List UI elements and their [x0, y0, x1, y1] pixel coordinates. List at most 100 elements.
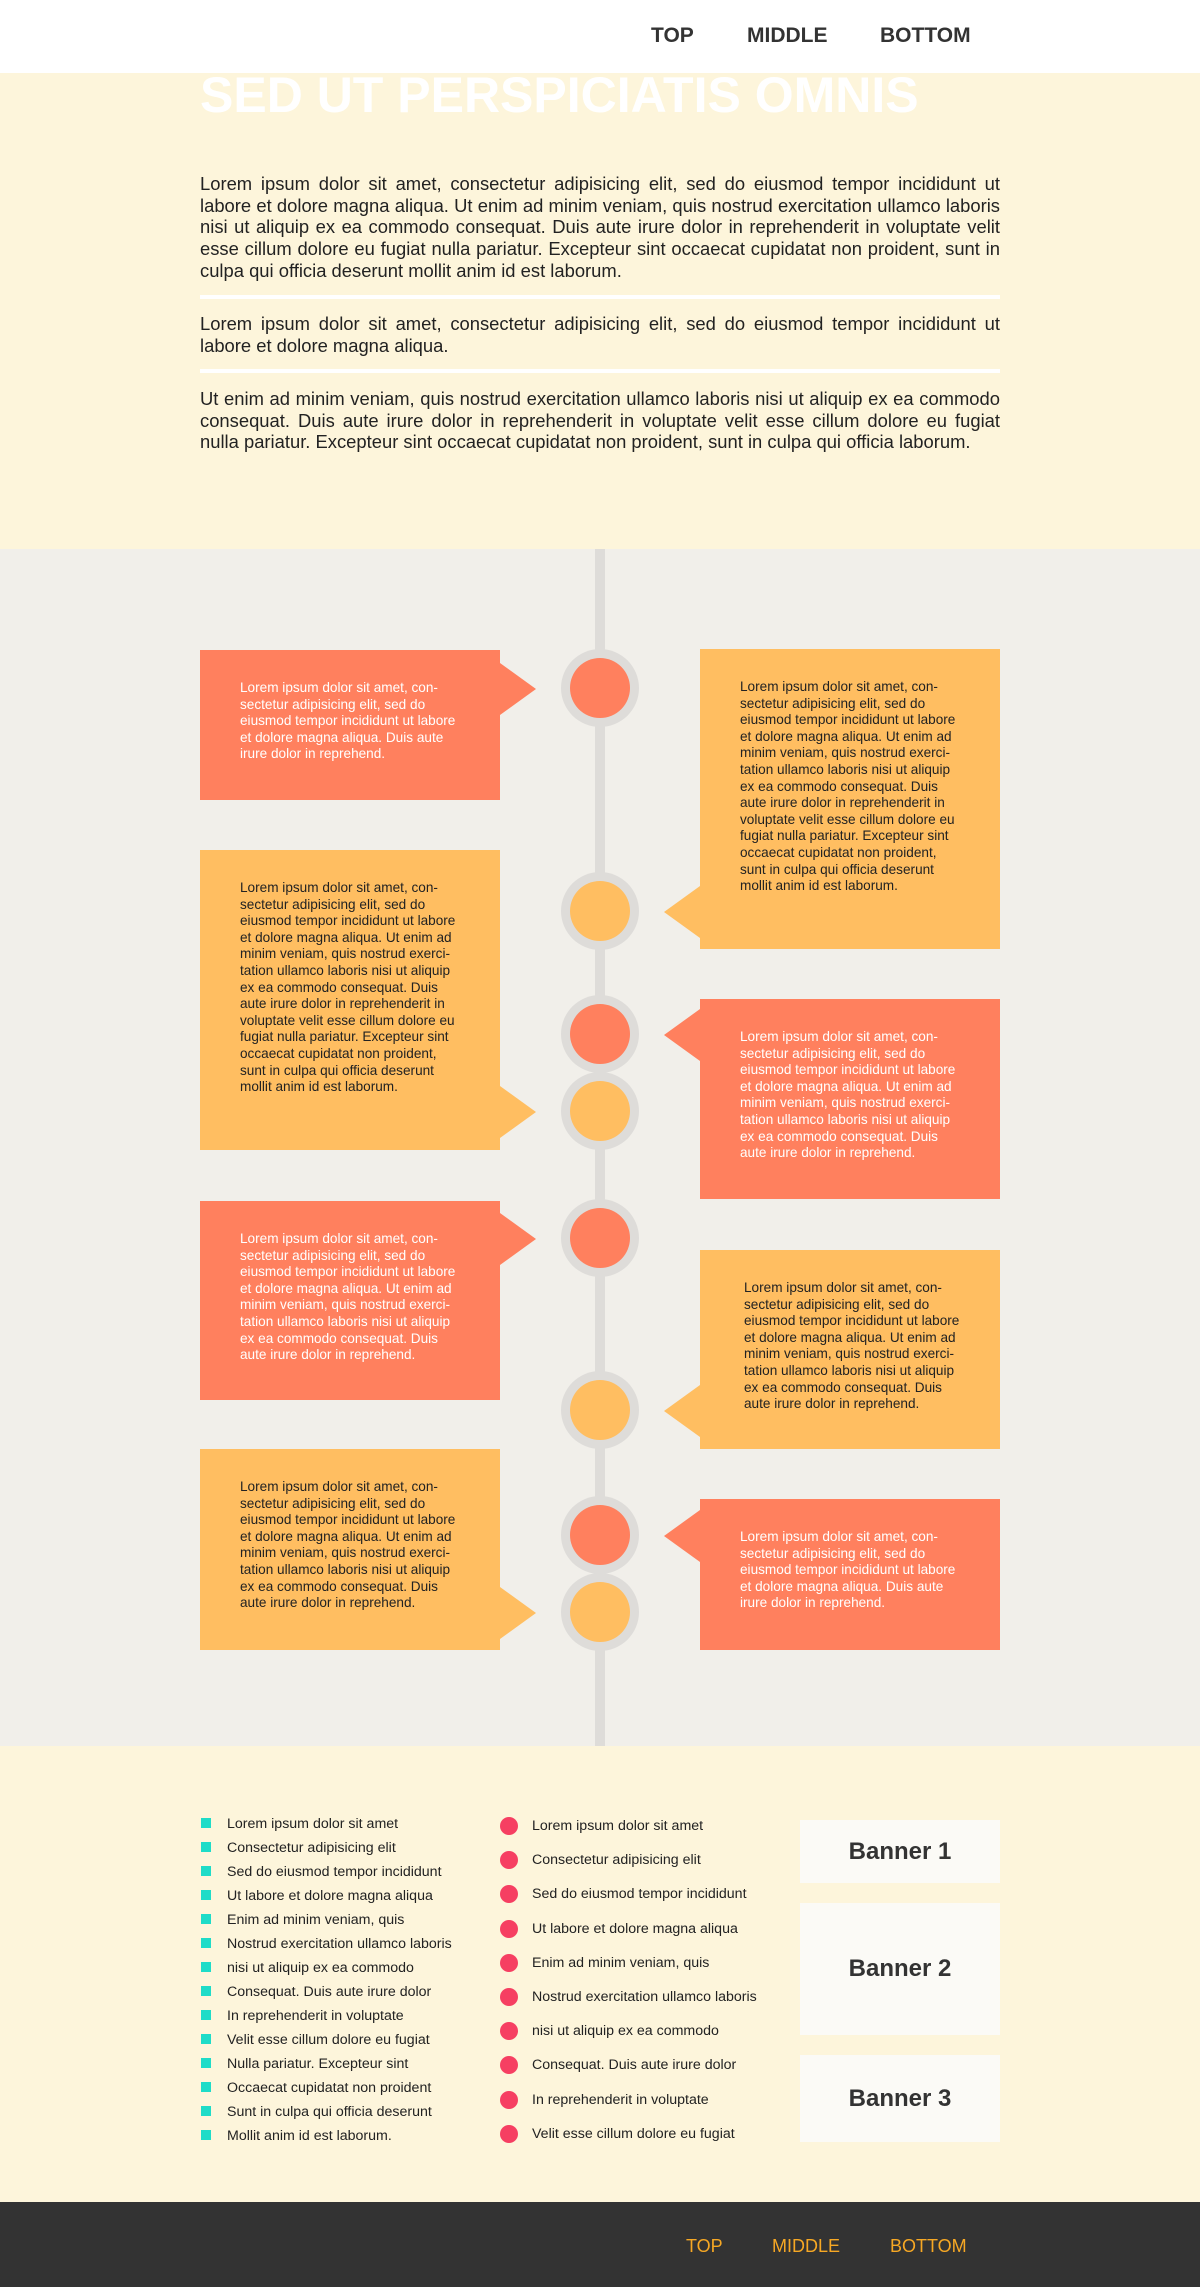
list-item: Ut labore et dolore magna aliqua	[500, 1919, 757, 1953]
timeline-card-pointer	[664, 1385, 700, 1437]
list-item-text: In reprehenderit in voluptate	[532, 2091, 709, 2108]
list-item: Consectetur adipisicing elit	[500, 1850, 757, 1884]
timeline-card-text: Lorem ipsum dolor sit amet, con-sectetur…	[740, 1529, 956, 1611]
list-item: In reprehenderit in voluptate	[500, 2090, 757, 2124]
list-item-text: Lorem ipsum dolor sit amet	[227, 1816, 399, 1832]
timeline-card-pointer	[500, 1213, 536, 1265]
list-item-text: nisi ut aliquip ex ea commodo	[532, 2023, 719, 2040]
circle-bullet-icon	[500, 1851, 518, 1870]
square-bullet-list: Lorem ipsum dolor sit amet Consectetur a…	[200, 1816, 452, 2152]
timeline-card-text: Lorem ipsum dolor sit amet, con-sectetur…	[240, 1231, 456, 1363]
nav-link-middle[interactable]: MIDDLE	[747, 24, 828, 47]
timeline-card-1: Lorem ipsum dolor sit amet, con-sectetur…	[200, 650, 500, 800]
timeline-node	[561, 649, 639, 727]
list-item: Sed do eiusmod tempor incididunt	[500, 1884, 757, 1918]
list-item-text: Nostrud exercitation ullamco laboris	[532, 1988, 757, 2005]
footer-link-bottom[interactable]: BOTTOM	[890, 2236, 967, 2256]
list-item-text: Velit esse cillum dolore eu fugiat	[532, 2125, 735, 2142]
hero-paragraph-2: Lorem ipsum dolor sit amet, consectetur …	[200, 313, 1000, 356]
banner-1[interactable]: Banner 1	[800, 1820, 1000, 1883]
circle-bullet-icon	[500, 1885, 518, 1904]
list-item-text: Nulla pariatur. Excepteur sint	[227, 2056, 409, 2072]
list-item: Occaecat cupidatat non proident	[200, 2080, 452, 2104]
list-item: Enim ad minim veniam, quis	[500, 1953, 757, 1987]
square-bullet-icon	[201, 2082, 211, 2092]
hero-title: SED UT PERSPICIATIS OMNIS	[200, 67, 919, 123]
timeline-node	[561, 1199, 639, 1277]
square-bullet-icon	[201, 2130, 211, 2140]
list-item: nisi ut aliquip ex ea commodo	[500, 2021, 757, 2055]
circle-bullet-icon	[500, 1817, 518, 1835]
timeline-node	[561, 995, 639, 1073]
list-item-text: Ut labore et dolore magna aliqua	[532, 1920, 738, 1937]
nav-link-top[interactable]: TOP	[651, 24, 694, 47]
circle-bullet-list: Lorem ipsum dolor sit amet Consectetur a…	[500, 1816, 757, 2158]
list-item: Consectetur adipisicing elit	[200, 1840, 452, 1864]
timeline-card-pointer	[500, 1086, 536, 1138]
list-item: In reprehenderit in voluptate	[200, 2008, 452, 2032]
square-bullet-icon	[201, 2106, 211, 2116]
list-item: nisi ut aliquip ex ea commodo	[200, 1960, 452, 1984]
top-navigation: TOP MIDDLE BOTTOM	[0, 0, 1200, 73]
timeline-card-text: Lorem ipsum dolor sit amet, con-sectetur…	[744, 1280, 960, 1412]
timeline-card-5: Lorem ipsum dolor sit amet, con-sectetur…	[200, 1201, 500, 1400]
list-item-text: Enim ad minim veniam, quis	[227, 1912, 405, 1928]
list-item-text: Lorem ipsum dolor sit amet	[532, 1818, 704, 1834]
list-item: Nostrud exercitation ullamco laboris	[500, 1987, 757, 2021]
list-item: Nostrud exercitation ullamco laboris	[200, 1936, 452, 1960]
list-item-text: Consequat. Duis aute irure dolor	[227, 1984, 432, 2000]
square-bullet-icon	[201, 2058, 211, 2068]
list-item-text: Enim ad minim veniam, quis	[532, 1954, 710, 1971]
hero-paragraph-1: Lorem ipsum dolor sit amet, consectetur …	[200, 173, 1000, 281]
list-item: Mollit anim id est laborum.	[200, 2128, 452, 2152]
square-bullet-icon	[201, 1914, 211, 1924]
list-item: Sunt in culpa qui officia deserunt	[200, 2104, 452, 2128]
list-item: Consequat. Duis aute irure dolor	[200, 1984, 452, 2008]
footer-link-middle[interactable]: MIDDLE	[772, 2236, 841, 2256]
square-bullet-icon	[201, 2010, 211, 2020]
timeline-section: Lorem ipsum dolor sit amet, con-sectetur…	[0, 549, 1200, 1746]
timeline-card-pointer	[664, 886, 700, 938]
nav-link-bottom[interactable]: BOTTOM	[880, 24, 971, 47]
banner-3[interactable]: Banner 3	[800, 2055, 1000, 2142]
timeline-card-pointer	[664, 1510, 700, 1562]
list-item-text: In reprehenderit in voluptate	[227, 2008, 404, 2024]
timeline-card-8: Lorem ipsum dolor sit amet, con-sectetur…	[700, 1499, 1000, 1650]
footer: TOP MIDDLE BOTTOM	[0, 2202, 1200, 2287]
timeline-card-pointer	[500, 1587, 536, 1639]
circle-bullet-icon	[500, 2022, 518, 2041]
list-item: Velit esse cillum dolore eu fugiat	[500, 2124, 757, 2158]
circle-bullet-icon	[500, 2124, 518, 2143]
list-item-text: nisi ut aliquip ex ea commodo	[227, 1960, 414, 1976]
list-item-text: Sed do eiusmod tempor incididunt	[532, 1886, 747, 1903]
timeline-card-pointer	[664, 1009, 700, 1061]
square-bullet-icon	[201, 1962, 211, 1972]
list-item-text: Consequat. Duis aute irure dolor	[532, 2057, 737, 2074]
divider	[200, 295, 1000, 299]
footer-link-top[interactable]: TOP	[686, 2236, 723, 2256]
hero-paragraph-3: Ut enim ad minim veniam, quis nostrud ex…	[200, 388, 1000, 453]
timeline-node	[561, 872, 639, 950]
list-item-text: Consectetur adipisicing elit	[227, 1840, 396, 1856]
circle-bullet-icon	[500, 2056, 518, 2075]
circle-bullet-icon	[500, 1953, 518, 1972]
banner-2[interactable]: Banner 2	[800, 1903, 1000, 2035]
list-item: Lorem ipsum dolor sit amet	[200, 1816, 452, 1840]
timeline-node	[561, 1496, 639, 1574]
timeline-card-2: Lorem ipsum dolor sit amet, con-sectetur…	[700, 649, 1000, 949]
square-bullet-icon	[201, 2034, 211, 2044]
list-item-text: Sed do eiusmod tempor incididunt	[227, 1864, 442, 1880]
list-item-text: Sunt in culpa qui officia deserunt	[227, 2104, 432, 2120]
circle-bullet-icon	[500, 2090, 518, 2109]
timeline-card-text: Lorem ipsum dolor sit amet, con-sectetur…	[740, 1029, 956, 1161]
timeline-card-7: Lorem ipsum dolor sit amet, con-sectetur…	[200, 1449, 500, 1650]
list-item-text: Occaecat cupidatat non proident	[227, 2080, 432, 2096]
circle-bullet-icon	[500, 1919, 518, 1938]
square-bullet-icon	[201, 1866, 211, 1876]
timeline-card-3: Lorem ipsum dolor sit amet, con-sectetur…	[200, 850, 500, 1150]
list-item: Sed do eiusmod tempor incididunt	[200, 1864, 452, 1888]
circle-bullet-icon	[500, 1987, 518, 2006]
list-item: Lorem ipsum dolor sit amet	[500, 1816, 757, 1850]
timeline-node	[561, 1573, 639, 1651]
timeline-card-6: Lorem ipsum dolor sit amet, con-sectetur…	[700, 1250, 1000, 1449]
